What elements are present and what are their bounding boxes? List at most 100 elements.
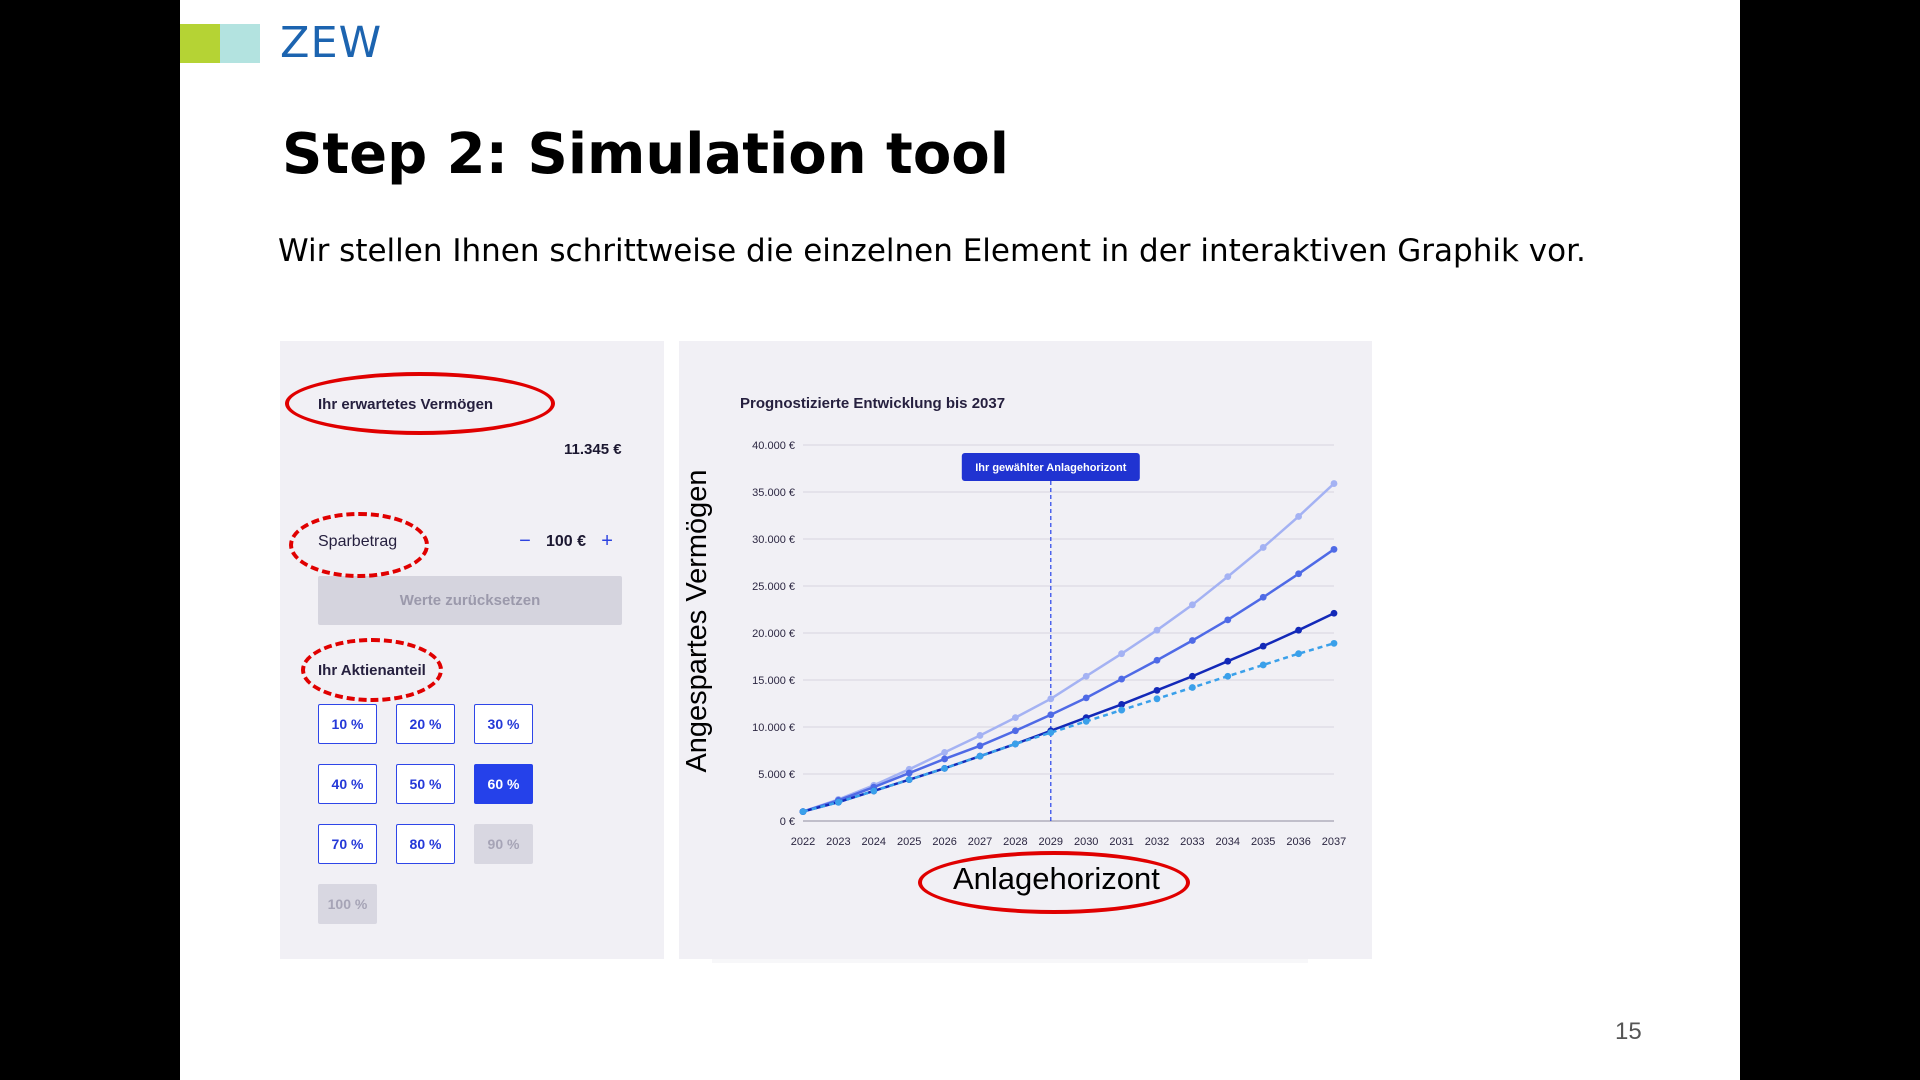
x-tick-label: 2023 [826,836,850,848]
x-tick-label: 2027 [968,836,992,848]
series-2-point [1012,727,1019,735]
y-tick-label: 40.000 € [752,440,795,452]
stock-share-option-70[interactable]: 70 % [318,824,377,864]
y-tick-label: 20.000 € [752,628,795,640]
series-2-point [905,769,913,777]
decrease-button[interactable]: − [519,530,531,552]
x-tick-label: 2029 [1039,836,1063,848]
series-2-point [941,755,948,763]
series-line-4 [802,642,1335,813]
stock-share-option-10[interactable]: 10 % [318,704,377,744]
series-2-point [1189,637,1196,644]
series-3-point [1295,626,1302,634]
series-1-point [1118,650,1125,658]
series-4-point [835,798,842,806]
chart-panel: Prognostizierte Entwicklung bis 2037 0 €… [679,341,1372,959]
chart-title: Prognostizierte Entwicklung bis 2037 [740,395,1006,412]
increase-button[interactable]: + [601,530,613,552]
series-1-point [976,732,984,739]
stock-share-option-100[interactable]: 100 % [318,884,377,924]
series-1-point [1047,695,1055,703]
series-4-point [1224,672,1232,680]
stock-share-option-30[interactable]: 30 % [474,704,533,744]
x-tick-label: 2024 [862,836,886,848]
savings-stepper: − 100 € + [514,530,618,553]
x-axis-annotation: Anlagehorizont [953,861,1160,896]
x-tick-label: 2026 [932,836,956,848]
stock-share-option-60[interactable]: 60 % [474,764,533,804]
y-axis-annotation: Angespartes Vermögen [681,469,713,773]
controls-panel: Ihr erwartetes Vermögen 11.345 € Sparbet… [280,341,664,959]
series-4-point [870,787,878,795]
zew-logo: ZEW [280,18,383,68]
series-3-point [1118,701,1125,708]
stock-share-option-80[interactable]: 80 % [396,824,455,864]
y-tick-label: 0 € [780,816,795,828]
series-1-point [1224,573,1232,580]
x-tick-label: 2035 [1251,836,1275,848]
x-tick-label: 2031 [1109,836,1133,848]
series-2-point [1118,675,1125,683]
series-1-point [1330,480,1338,487]
page-number: 15 [1615,1018,1642,1045]
series-2-point [1224,616,1232,624]
series-4-point [1012,740,1019,748]
x-tick-label: 2025 [897,836,921,848]
series-1-point [941,748,948,756]
horizon-label: Ihr gewählter Anlagehorizont [975,462,1126,474]
expected-wealth-label: Ihr erwartetes Vermögen [318,396,494,413]
series-2-point [1295,570,1302,578]
slide: ZEW Step 2: Simulation tool Wir stellen … [180,0,1740,1080]
stock-share-option-40[interactable]: 40 % [318,764,377,804]
x-tick-label: 2022 [791,836,815,848]
series-4-point [1189,684,1196,691]
reset-values-button[interactable]: Werte zurücksetzen [318,576,622,625]
y-tick-label: 15.000 € [752,675,795,687]
series-2-point [1330,545,1338,553]
series-line-2 [802,548,1335,813]
stock-share-option-20[interactable]: 20 % [396,704,455,744]
series-4-point [976,752,984,760]
stock-share-option-90[interactable]: 90 % [474,824,533,864]
series-3-point [1330,609,1338,617]
series-4-point [1082,717,1090,725]
slide-title: Step 2: Simulation tool [282,122,1009,187]
series-1-point [1012,714,1019,721]
stock-share-label: Ihr Aktienanteil [318,662,426,679]
series-4-point [1047,729,1055,737]
series-3-point [1224,657,1232,665]
series-4-point [1330,639,1338,647]
forecast-chart: 0 € 5.000 € 10.000 € 15.000 € 20.000 € 25.000… [752,440,1346,848]
y-tick-label: 10.000 € [752,722,795,734]
x-tick-label: 2033 [1180,836,1204,848]
horizon-label-box [961,453,1140,481]
series-3-point [1259,642,1267,650]
series-2-point [1082,694,1090,702]
y-tick-label: 5.000 € [758,769,795,781]
logo-teal-block [220,24,260,63]
series-4-point [1118,706,1125,714]
stock-share-option-50[interactable]: 50 % [396,764,455,804]
series-4-point [1153,695,1161,703]
expected-wealth-value: 11.345 € [564,441,622,458]
y-tick-label: 35.000 € [752,487,795,499]
series-4-point [1259,661,1267,669]
y-tick-label: 25.000 € [752,581,795,593]
x-tick-label: 2034 [1216,836,1240,848]
series-4-point [799,808,807,815]
series-1-point [1153,626,1161,634]
series-1-point [1189,601,1196,609]
series-2-point [1259,593,1267,601]
savings-amount-value: 100 € [546,532,587,550]
x-tick-label: 2032 [1145,836,1169,848]
x-tick-label: 2036 [1286,836,1310,848]
series-1-point [1259,544,1267,551]
y-tick-label: 30.000 € [752,534,795,546]
savings-amount-label: Sparbetrag [318,533,398,550]
series-2-point [976,742,984,750]
series-2-point [1047,711,1055,719]
x-tick-label: 2030 [1074,836,1098,848]
x-tick-label: 2028 [1003,836,1027,848]
series-3-point [1153,686,1161,694]
series-3-point [1189,672,1196,680]
